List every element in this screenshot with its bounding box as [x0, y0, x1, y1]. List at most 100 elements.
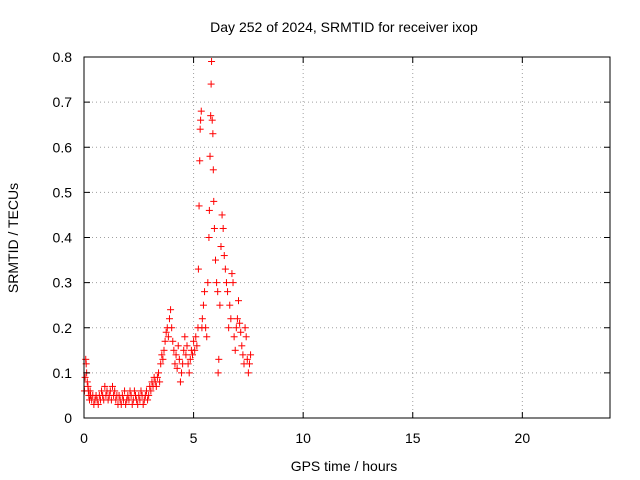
data-point [175, 355, 183, 363]
x-tick-label: 0 [80, 430, 88, 446]
data-point [217, 243, 225, 251]
data-point [176, 378, 184, 386]
x-tick-labels: 0 5 10 15 20 [80, 430, 530, 446]
data-point [204, 279, 212, 287]
data-point [230, 333, 238, 341]
y-tick-label: 0 [64, 410, 72, 426]
y-tick-label: 0.4 [53, 230, 73, 246]
data-point [81, 373, 89, 381]
data-point [183, 342, 191, 350]
data-point [213, 279, 221, 287]
data-point [207, 112, 215, 120]
data-point [170, 346, 178, 354]
data-point [195, 202, 203, 210]
data-point [242, 333, 250, 341]
chart-title: Day 252 of 2024, SRMTID for receiver ixo… [210, 19, 478, 35]
data-point [209, 130, 217, 138]
data-point [158, 351, 166, 359]
y-tick-labels: 0 0.1 0.2 0.3 0.4 0.5 0.6 0.7 0.8 [53, 49, 73, 426]
data-point [226, 301, 234, 309]
y-tick-label: 0.1 [53, 365, 73, 381]
data-point [236, 319, 244, 327]
data-point [194, 265, 202, 273]
data-point [243, 355, 251, 363]
data-point [229, 279, 237, 287]
data-point [232, 324, 240, 332]
data-point [208, 58, 216, 66]
data-point [233, 315, 241, 323]
data-point [196, 157, 204, 165]
data-point [173, 364, 181, 372]
data-point [147, 387, 155, 395]
data-point [190, 337, 198, 345]
data-point [201, 288, 209, 296]
data-point [222, 279, 230, 287]
x-tick-label: 10 [295, 430, 311, 446]
data-point [139, 400, 147, 408]
data-point [221, 265, 229, 273]
data-point [145, 391, 153, 399]
data-point [198, 315, 206, 323]
data-point [168, 324, 176, 332]
data-point [227, 315, 235, 323]
data-point [172, 351, 180, 359]
data-point [159, 355, 167, 363]
data-point [186, 355, 194, 363]
axis-ticks [83, 56, 610, 419]
y-tick-label: 0.6 [53, 139, 73, 155]
data-point [156, 378, 164, 386]
data-point [83, 378, 91, 386]
x-tick-label: 5 [190, 430, 198, 446]
data-point [206, 152, 214, 160]
y-tick-label: 0.8 [53, 49, 73, 65]
data-point [219, 224, 227, 232]
data-point [244, 369, 252, 377]
data-point [207, 80, 215, 88]
data-point [192, 333, 200, 341]
data-point [210, 224, 218, 232]
data-point [210, 197, 218, 205]
y-tick-label: 0.2 [53, 320, 73, 336]
data-point [231, 346, 239, 354]
data-point [202, 324, 210, 332]
data-point [209, 166, 217, 174]
data-point [193, 342, 201, 350]
y-axis-label: SRMTID / TECUs [5, 183, 21, 293]
data-point [239, 351, 247, 359]
data-point [180, 346, 188, 354]
data-point [101, 382, 109, 390]
data-point [144, 396, 152, 404]
y-tick-label: 0.3 [53, 275, 73, 291]
data-point [122, 400, 130, 408]
data-point [181, 333, 189, 341]
data-point [214, 288, 222, 296]
data-point [245, 360, 253, 368]
data-point [225, 324, 233, 332]
data-point [184, 360, 192, 368]
data-point [155, 369, 163, 377]
data-point [205, 206, 213, 214]
data-point [185, 369, 193, 377]
data-point [111, 387, 119, 395]
y-tick-label: 0.5 [53, 184, 73, 200]
data-point [160, 346, 168, 354]
data-point [208, 116, 216, 124]
data-point [212, 256, 219, 264]
data-point [247, 351, 255, 359]
data-point [205, 234, 213, 241]
data-point [216, 301, 224, 309]
data-point [153, 373, 161, 381]
data-point [152, 382, 160, 390]
y-tick-label: 0.7 [53, 94, 73, 110]
data-point [157, 360, 165, 368]
data-point [218, 211, 226, 219]
data-point [197, 116, 205, 124]
data-point [171, 360, 179, 368]
data-point [197, 107, 205, 115]
data-point [108, 382, 116, 390]
data-point [182, 351, 190, 359]
data-point [199, 301, 207, 309]
data-point [130, 387, 138, 395]
data-point [224, 288, 232, 296]
